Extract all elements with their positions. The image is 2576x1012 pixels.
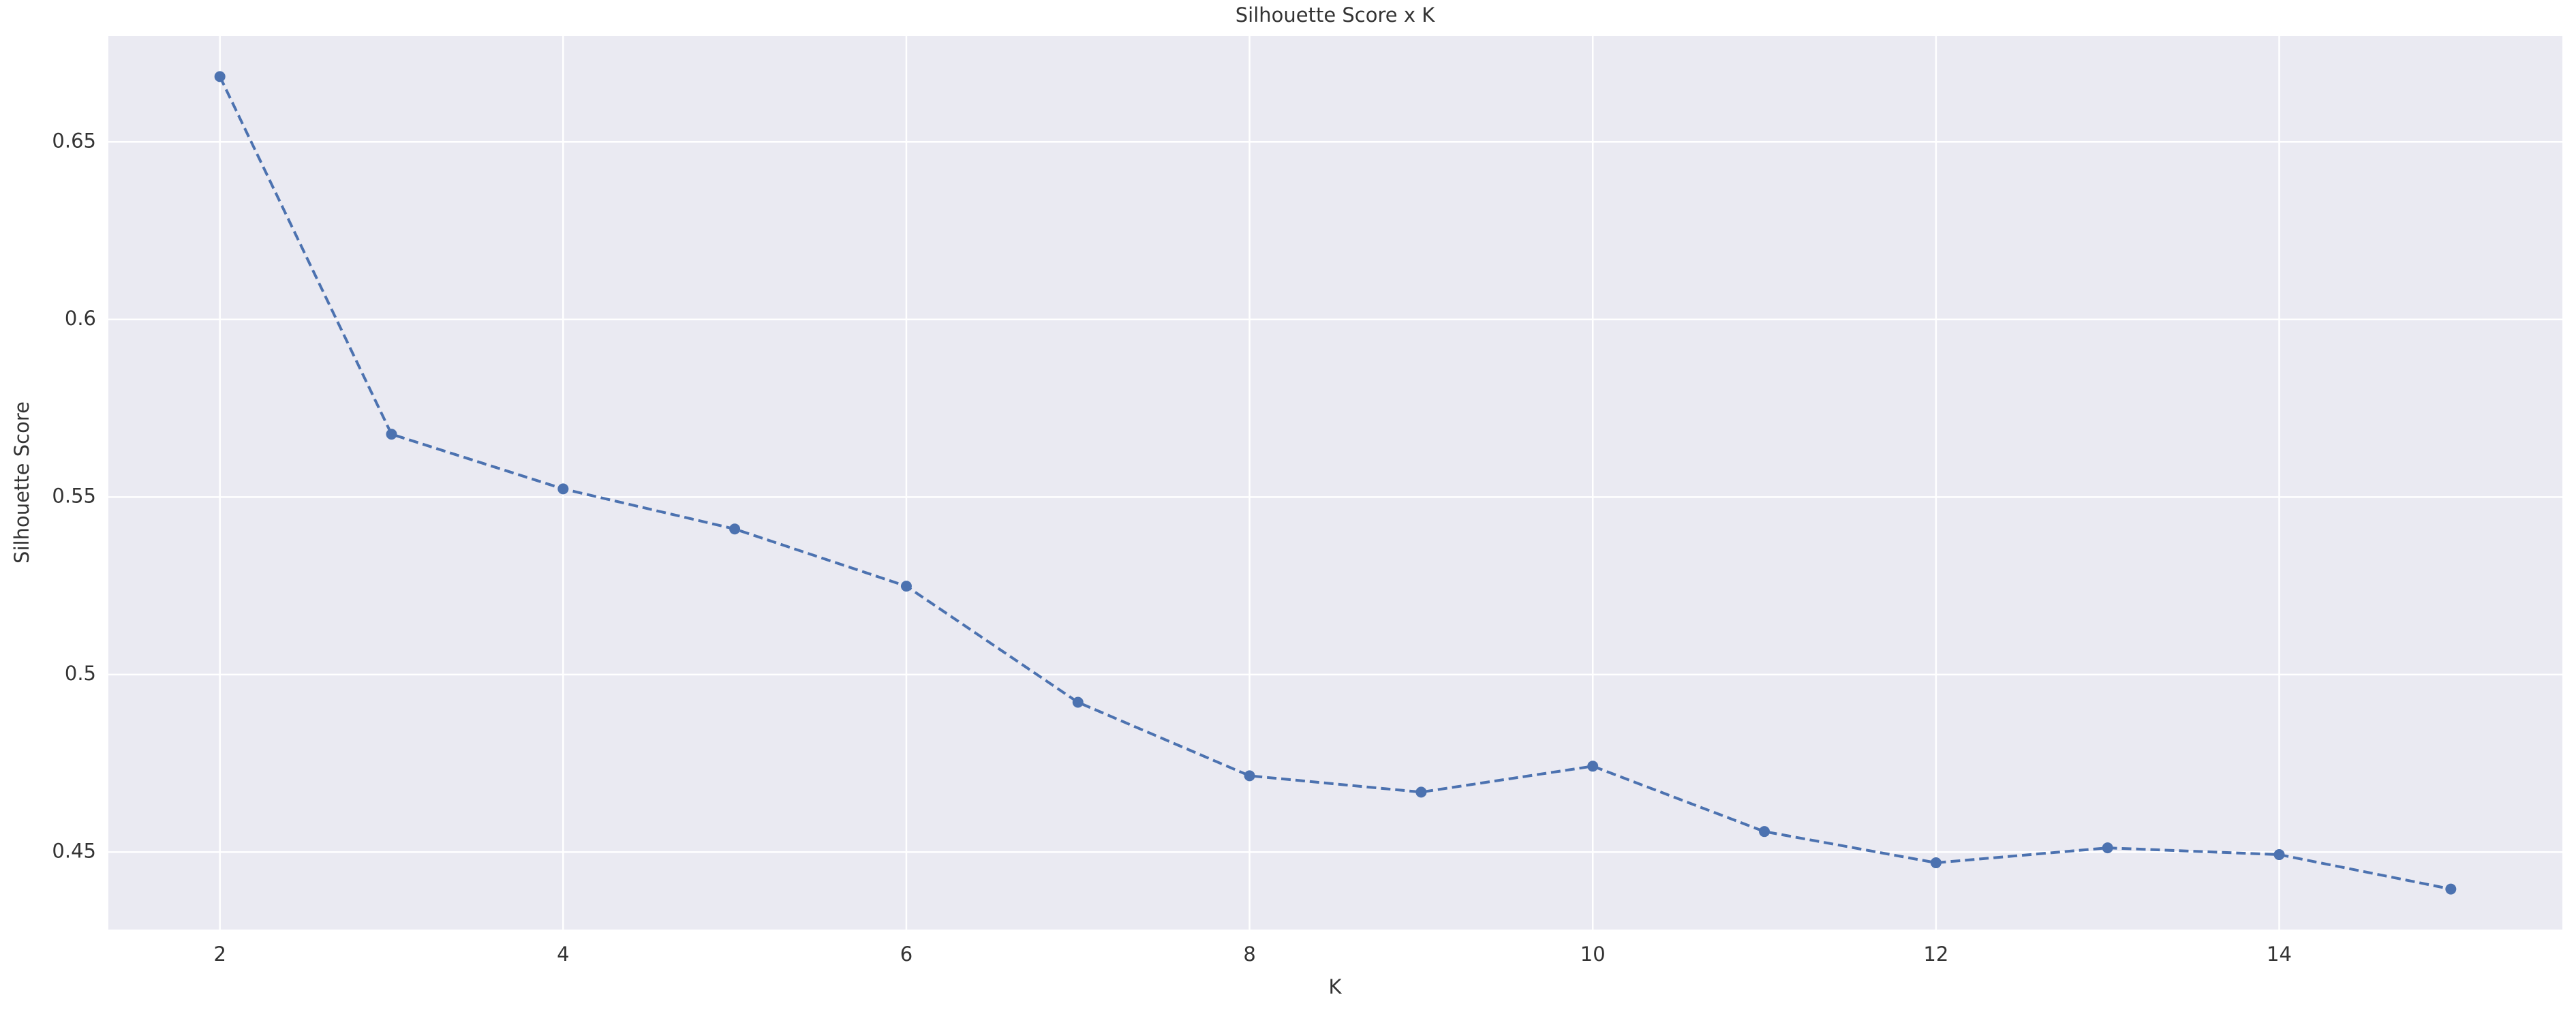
- y-axis-label: Silhouette Score: [10, 401, 33, 564]
- point: [900, 581, 912, 592]
- x-tick-label: 6: [900, 942, 913, 966]
- point: [1587, 761, 1599, 772]
- x-tick-label: 10: [1580, 942, 1606, 966]
- point: [1930, 857, 1942, 869]
- y-tick-label: 0.45: [52, 839, 96, 862]
- point: [386, 429, 397, 440]
- y-tick-label: 0.5: [65, 662, 96, 685]
- line: [218, 76, 2451, 891]
- point: [1244, 770, 1255, 782]
- point: [214, 71, 226, 82]
- x-tick-label: 12: [1923, 942, 1948, 966]
- x-tick-label: 4: [557, 942, 569, 966]
- point: [729, 523, 741, 535]
- x-axis-label: K: [1328, 975, 1342, 998]
- x-tick-label: 8: [1243, 942, 1255, 966]
- point: [1072, 696, 1084, 708]
- x-tick-label: 14: [2267, 942, 2292, 966]
- point: [2102, 842, 2113, 854]
- point: [1759, 826, 1770, 838]
- point: [557, 483, 569, 495]
- y-tick-label: 0.65: [52, 129, 96, 152]
- y-tick-label: 0.55: [52, 484, 96, 507]
- x-tick-label: 2: [213, 942, 226, 966]
- chart-title: Silhouette Score x K: [1236, 3, 1435, 27]
- point: [2273, 849, 2285, 861]
- plot-area: [108, 36, 2562, 930]
- point: [1415, 786, 1427, 798]
- point: [2445, 883, 2457, 895]
- y-tick-label: 0.6: [65, 307, 96, 330]
